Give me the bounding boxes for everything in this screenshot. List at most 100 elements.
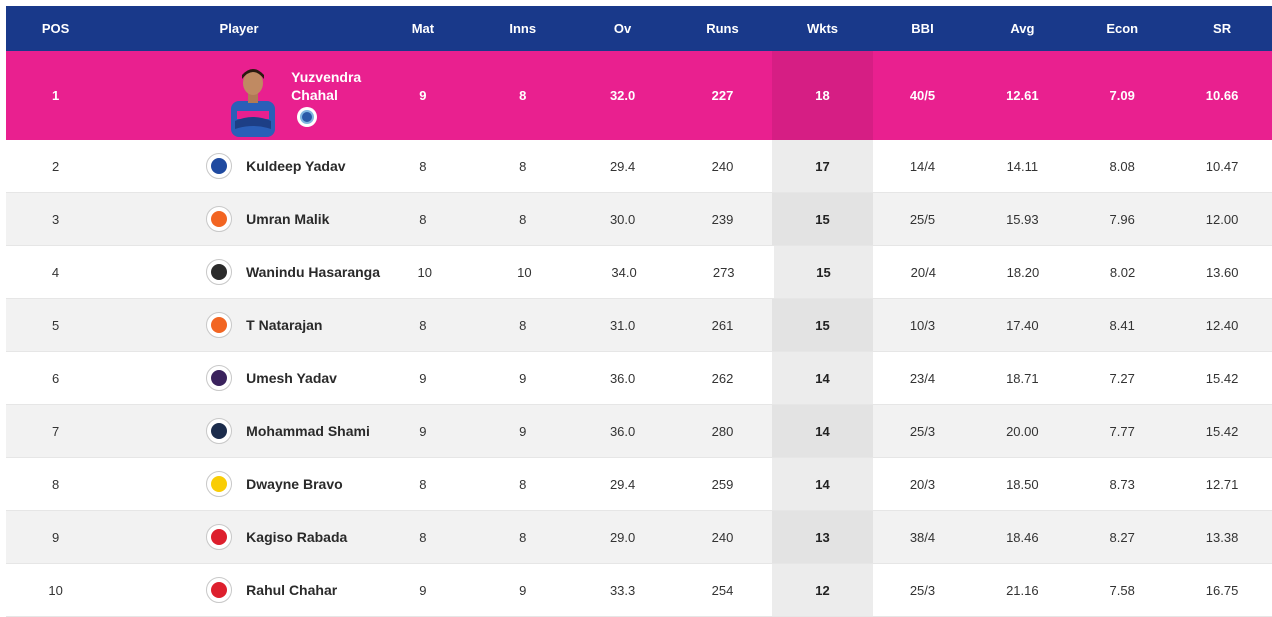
leader-name[interactable]: Yuzvendra Chahal [291,68,381,104]
table-row[interactable]: 10 Rahul Chahar 9 9 33.3 254 12 25/3 21.… [6,564,1272,617]
team-logo-icon [206,577,233,603]
header-player[interactable]: Player [219,21,259,36]
row-sr: 12.00 [1205,211,1239,227]
header-wkts[interactable]: Wkts [806,21,838,36]
header-avg[interactable]: Avg [1010,21,1035,36]
row-player[interactable]: Umran Malik [105,193,373,245]
player-name[interactable]: Dwayne Bravo [246,476,343,492]
row-inns: 9 [519,582,527,598]
table-row[interactable]: 2 Kuldeep Yadav 8 8 29.4 240 17 14/4 14.… [6,140,1272,193]
header-pos[interactable]: POS [41,21,70,36]
row-mat: 8 [419,211,427,227]
row-econ: 8.08 [1109,158,1135,174]
player-name[interactable]: Umesh Yadav [246,370,337,386]
row-wkts: 13 [772,511,873,563]
team-badge-icon [297,107,318,127]
row-wkts: 17 [772,140,873,192]
row-mat: 8 [419,158,427,174]
row-player[interactable]: Dwayne Bravo [105,458,373,510]
row-avg: 18.20 [1006,264,1040,280]
row-mat: 8 [419,529,427,545]
row-mat: 10 [417,264,432,280]
row-ov: 36.0 [609,370,636,386]
leader-mat: 9 [419,88,427,103]
row-sr: 15.42 [1205,423,1239,439]
row-avg: 17.40 [1006,317,1039,333]
table-row[interactable]: 5 T Natarajan 8 8 31.0 261 15 10/3 17.40… [6,299,1272,352]
row-wkts: 14 [772,405,873,457]
header-ov[interactable]: Ov [613,21,632,36]
player-name[interactable]: T Natarajan [246,317,323,333]
row-player[interactable]: Kuldeep Yadav [105,140,373,192]
leader-player-cell[interactable]: Yuzvendra Chahal [105,51,373,140]
row-inns: 8 [519,317,527,333]
team-logo-icon [205,259,232,285]
table-header: POS Player Mat Inns Ov Runs Wkts BBI Avg… [6,6,1272,51]
row-sr: 12.40 [1205,317,1239,333]
player-name[interactable]: Kagiso Rabada [246,529,348,545]
row-runs: 280 [711,423,734,439]
row-pos: 10 [48,582,63,598]
row-econ: 7.96 [1109,211,1135,227]
row-player[interactable]: Umesh Yadav [105,352,373,404]
table-row[interactable]: 4 Wanindu Hasaranga 10 10 34.0 273 15 20… [6,246,1272,299]
table-row[interactable]: 8 Dwayne Bravo 8 8 29.4 259 14 20/3 18.5… [6,458,1272,511]
row-pos: 6 [51,370,60,386]
row-player[interactable]: Wanindu Hasaranga [105,246,380,298]
table-row[interactable]: 9 Kagiso Rabada 8 8 29.0 240 13 38/4 18.… [6,511,1272,564]
row-player[interactable]: Mohammad Shami [105,405,373,457]
row-player[interactable]: T Natarajan [105,299,373,351]
row-bbi: 20/4 [910,264,936,280]
row-player[interactable]: Rahul Chahar [105,564,373,616]
table-body: 2 Kuldeep Yadav 8 8 29.4 240 17 14/4 14.… [6,140,1272,617]
row-avg: 18.50 [1006,476,1039,492]
row-pos: 3 [51,211,60,227]
header-bbi[interactable]: BBI [911,21,934,36]
row-inns: 8 [519,476,527,492]
header-mat[interactable]: Mat [411,21,435,36]
row-econ: 8.41 [1109,317,1135,333]
table-row[interactable]: 6 Umesh Yadav 9 9 36.0 262 14 23/4 18.71… [6,352,1272,405]
row-wkts: 12 [772,564,873,616]
row-bbi: 38/4 [909,529,936,545]
player-photo [231,69,276,137]
leader-row[interactable]: 1 Yuzvendra Chahal 9 8 32.0 227 18 40/5 … [6,51,1272,140]
player-name[interactable]: Rahul Chahar [246,582,338,598]
row-mat: 8 [419,476,427,492]
team-logo-icon [206,418,233,444]
team-logo-icon [206,312,233,338]
player-name[interactable]: Umran Malik [246,211,330,227]
row-bbi: 23/4 [909,370,936,386]
leaderboard-table: POS Player Mat Inns Ov Runs Wkts BBI Avg… [6,6,1272,617]
leader-first-name: Yuzvendra [291,69,362,85]
row-mat: 9 [419,370,427,386]
header-econ[interactable]: Econ [1106,21,1139,36]
table-row[interactable]: 7 Mohammad Shami 9 9 36.0 280 14 25/3 20… [6,405,1272,458]
player-name[interactable]: Mohammad Shami [246,423,370,439]
row-sr: 13.60 [1205,264,1239,280]
player-name[interactable]: Kuldeep Yadav [246,158,346,174]
row-pos: 5 [51,317,60,333]
leader-pos: 1 [51,88,60,103]
row-ov: 31.0 [609,317,636,333]
row-wkts: 14 [772,458,873,510]
row-ov: 29.0 [609,529,636,545]
row-runs: 239 [711,211,734,227]
row-runs: 259 [711,476,734,492]
header-runs[interactable]: Runs [706,21,739,36]
leader-inns: 8 [519,88,527,103]
row-bbi: 20/3 [909,476,936,492]
row-player[interactable]: Kagiso Rabada [105,511,373,563]
row-sr: 12.71 [1205,476,1239,492]
row-runs: 254 [711,582,734,598]
row-pos: 9 [51,529,60,545]
header-inns[interactable]: Inns [509,21,537,36]
row-econ: 7.27 [1109,370,1135,386]
row-sr: 16.75 [1205,582,1239,598]
row-pos: 7 [51,423,60,439]
player-name[interactable]: Wanindu Hasaranga [245,264,381,280]
row-wkts: 15 [773,246,874,298]
table-row[interactable]: 3 Umran Malik 8 8 30.0 239 15 25/5 15.93… [6,193,1272,246]
header-sr[interactable]: SR [1213,21,1232,36]
row-inns: 8 [519,529,527,545]
